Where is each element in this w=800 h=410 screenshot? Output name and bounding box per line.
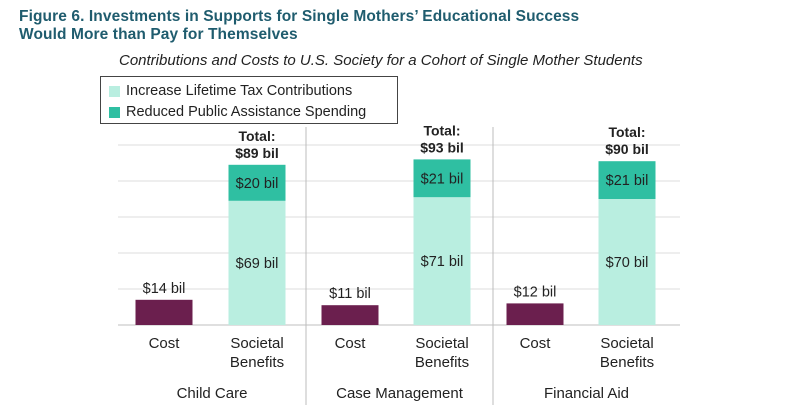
total-label-value-case-management: $93 bil xyxy=(420,139,464,155)
bar-assistance-case-management xyxy=(413,159,471,198)
bar-tax-financial-aid xyxy=(598,199,656,325)
legend-item-tax: Increase Lifetime Tax Contributions xyxy=(109,83,352,99)
chart-subtitle: Contributions and Costs to U.S. Society … xyxy=(119,52,643,69)
bar-assistance-child-care xyxy=(228,164,286,201)
tick-label-benefits-line2-child-care: Benefits xyxy=(230,354,284,371)
bar-cost-child-care xyxy=(135,299,193,325)
tick-label-benefits-line1-case-management: Societal xyxy=(415,335,468,352)
tick-label-benefits-line1-financial-aid: Societal xyxy=(600,335,653,352)
data-label-tax-case-management: $71 bil xyxy=(421,254,464,270)
figure-title-line-1: Figure 6. Investments in Supports for Si… xyxy=(19,8,580,25)
bar-tax-case-management xyxy=(413,197,471,325)
data-label-cost-financial-aid: $12 bil xyxy=(514,284,557,300)
total-label-value-child-care: $89 bil xyxy=(235,145,279,161)
figure-title: Figure 6. Investments in Supports for Si… xyxy=(19,8,719,44)
group-label-financial-aid: Financial Aid xyxy=(544,385,629,402)
legend-label-assistance: Reduced Public Assistance Spending xyxy=(126,104,367,120)
tick-label-cost-child-care: Cost xyxy=(149,335,181,352)
data-label-assistance-child-care: $20 bil xyxy=(236,176,279,192)
bar-tax-child-care xyxy=(228,200,286,325)
figure-title-line-2: Would More than Pay for Themselves xyxy=(19,26,298,43)
bar-cost-case-management xyxy=(321,305,379,325)
legend-item-assistance: Reduced Public Assistance Spending xyxy=(109,104,366,120)
total-label-value-financial-aid: $90 bil xyxy=(605,141,649,157)
data-label-tax-child-care: $69 bil xyxy=(236,256,279,272)
total-label-heading-case-management: Total: xyxy=(423,122,460,138)
data-label-tax-financial-aid: $70 bil xyxy=(606,255,649,271)
data-label-cost-case-management: $11 bil xyxy=(329,286,371,302)
total-label-heading-financial-aid: Total: xyxy=(608,124,645,140)
data-label-cost-child-care: $14 bil xyxy=(143,281,186,297)
data-label-assistance-financial-aid: $21 bil xyxy=(606,173,649,189)
tick-label-benefits-line2-financial-aid: Benefits xyxy=(600,354,654,371)
chart-legend: Increase Lifetime Tax Contributions Redu… xyxy=(100,76,398,124)
total-label-heading-child-care: Total: xyxy=(238,128,275,144)
tick-label-cost-case-management: Cost xyxy=(335,335,367,352)
group-label-case-management: Case Management xyxy=(336,385,464,402)
legend-swatch-assistance xyxy=(109,106,120,118)
bar-cost-financial-aid xyxy=(506,303,564,325)
data-label-assistance-case-management: $21 bil xyxy=(421,171,464,187)
group-label-child-care: Child Care xyxy=(177,385,248,402)
bar-assistance-financial-aid xyxy=(598,161,656,199)
tick-label-cost-financial-aid: Cost xyxy=(520,335,552,352)
legend-label-tax: Increase Lifetime Tax Contributions xyxy=(126,83,353,99)
legend-swatch-tax xyxy=(109,85,120,97)
tick-label-benefits-line1-child-care: Societal xyxy=(230,335,283,352)
tick-label-benefits-line2-case-management: Benefits xyxy=(415,354,469,371)
